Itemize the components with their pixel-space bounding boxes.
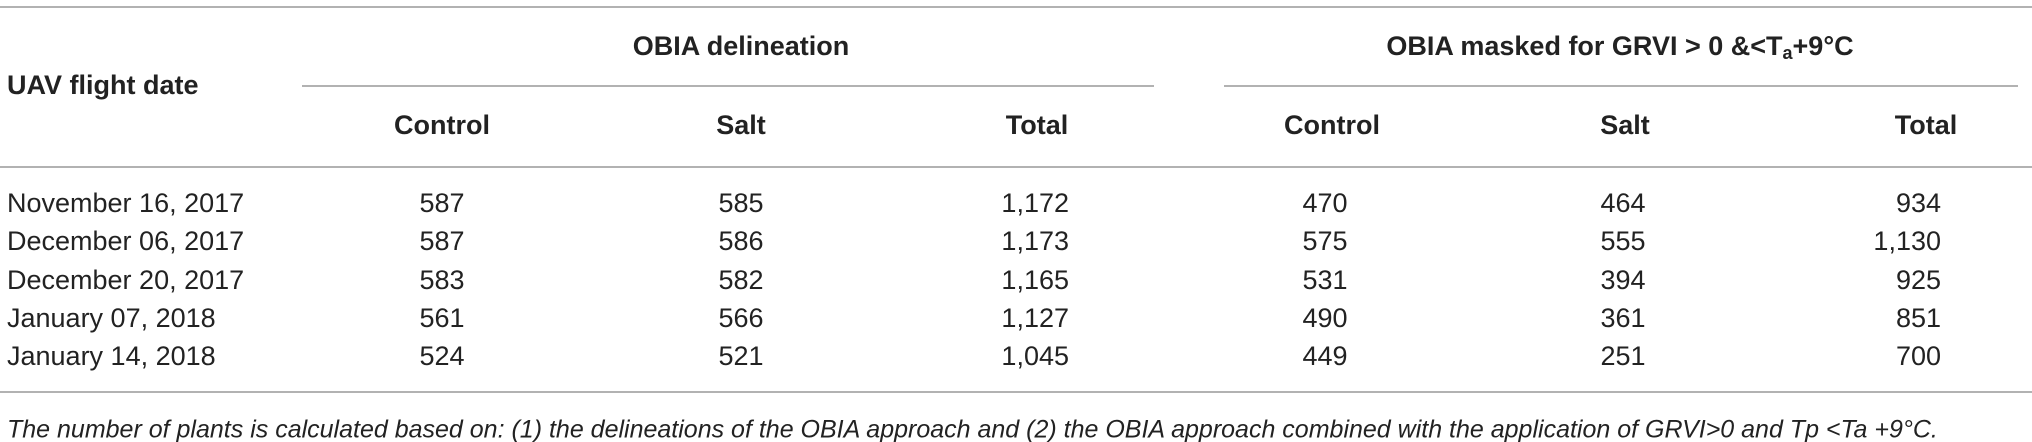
row-label: December 06, 2017 [7, 226, 244, 256]
cell: 470 [1302, 188, 1347, 218]
column-header: Control [394, 110, 490, 140]
group-title-text: OBIA masked for GRVI > 0 &<T [1386, 31, 1783, 61]
column-header: Total [1006, 110, 1069, 140]
cell: 925 [1896, 265, 1941, 295]
cell: 586 [718, 226, 763, 256]
footnote: The number of plants is calculated based… [7, 416, 1938, 442]
cell: 1,173 [1001, 226, 1069, 256]
cell: 583 [419, 265, 464, 295]
group-title-sub: a [1783, 43, 1794, 63]
cell: 934 [1896, 188, 1941, 218]
group-title: OBIA delineation [633, 31, 850, 61]
cell: 1,130 [1873, 226, 1941, 256]
row-label: November 16, 2017 [7, 188, 244, 218]
cell: 1,127 [1001, 303, 1069, 333]
cell: 361 [1600, 303, 1645, 333]
cell: 700 [1896, 341, 1941, 371]
column-header: Total [1895, 110, 1958, 140]
group-title-text: +9°C [1793, 31, 1854, 61]
cell: 555 [1600, 226, 1645, 256]
group-title: OBIA masked for GRVI > 0 &<Ta+9°C [1386, 31, 1853, 63]
cell: 582 [718, 265, 763, 295]
cell: 1,045 [1001, 341, 1069, 371]
cell: 524 [419, 341, 464, 371]
cell: 394 [1600, 265, 1645, 295]
cell: 587 [419, 226, 464, 256]
cell: 490 [1302, 303, 1347, 333]
cell: 585 [718, 188, 763, 218]
cell: 521 [718, 341, 763, 371]
row-header: UAV flight date [7, 70, 199, 100]
row-label: January 07, 2018 [7, 303, 216, 333]
cell: 587 [419, 188, 464, 218]
cell: 1,172 [1001, 188, 1069, 218]
cell: 566 [718, 303, 763, 333]
column-header: Salt [1600, 110, 1650, 140]
cell: 575 [1302, 226, 1347, 256]
column-header: Salt [716, 110, 766, 140]
row-label: December 20, 2017 [7, 265, 244, 295]
cell: 1,165 [1001, 265, 1069, 295]
cell: 851 [1896, 303, 1941, 333]
cell: 449 [1302, 341, 1347, 371]
column-header: Control [1284, 110, 1380, 140]
row-label: January 14, 2018 [7, 341, 216, 371]
cell: 251 [1600, 341, 1645, 371]
cell: 531 [1302, 265, 1347, 295]
cell: 561 [419, 303, 464, 333]
cell: 464 [1600, 188, 1645, 218]
